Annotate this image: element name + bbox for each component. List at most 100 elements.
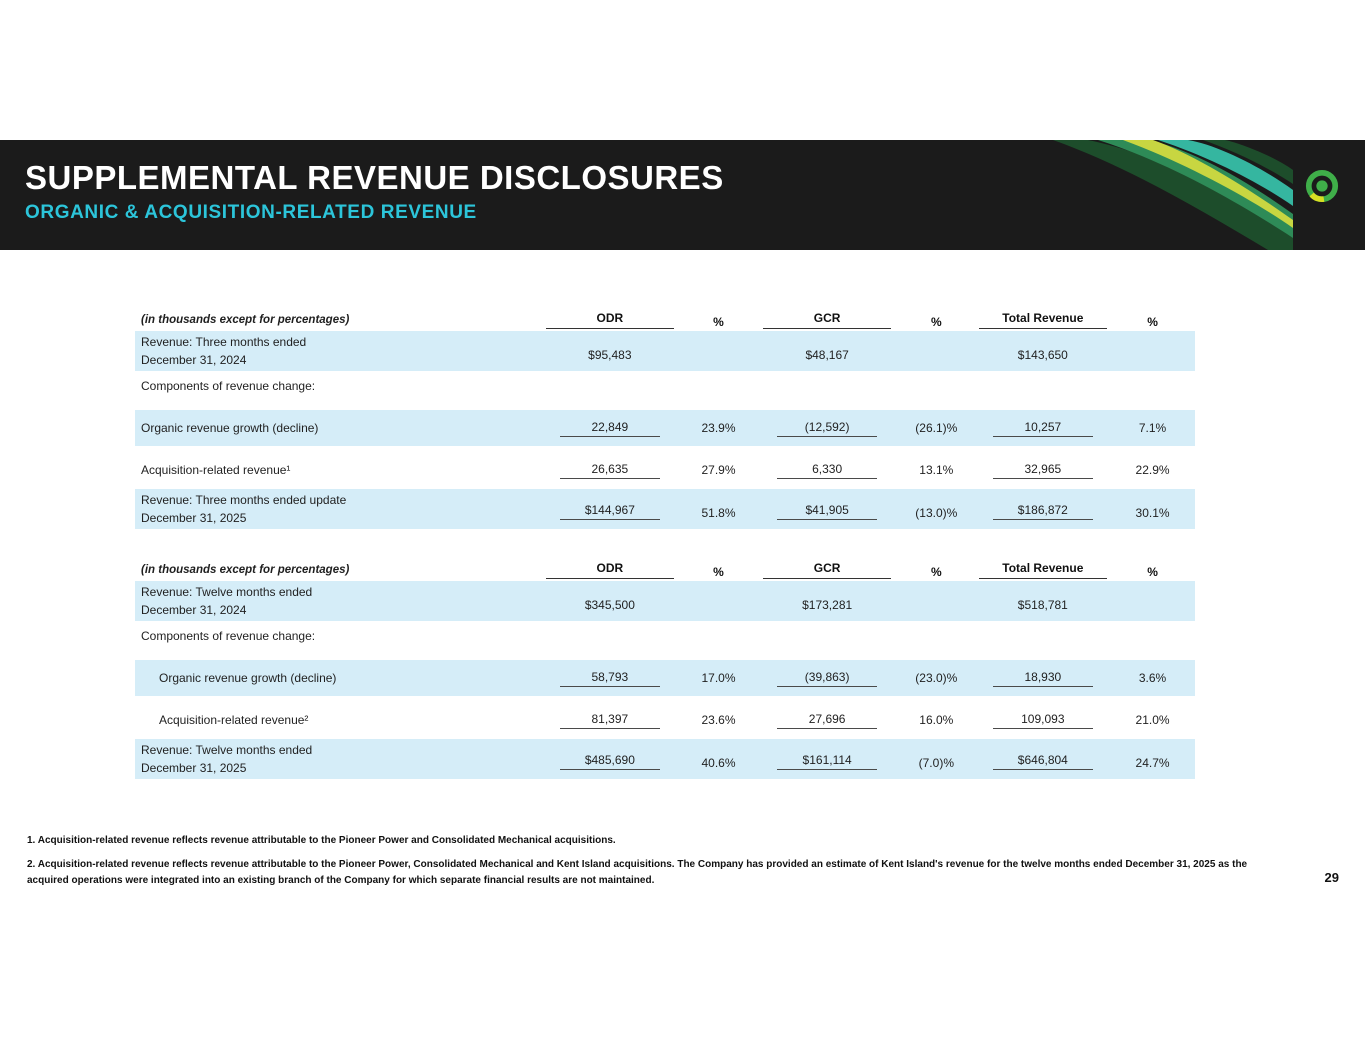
revenue-table-three-months: (in thousands except for percentages) ODR… [135, 305, 1195, 529]
value-text: 7.1% [1138, 421, 1167, 435]
value-cell: 24.7% [1110, 756, 1195, 779]
table-header-row: (in thousands except for percentages) ODR… [135, 305, 1195, 331]
value-text: $95,483 [588, 348, 632, 362]
slide-title: SUPPLEMENTAL REVENUE DISCLOSURES [25, 159, 724, 196]
row-label-cell: Components of revenue change: [135, 627, 540, 645]
row-label-cell: Organic revenue growth (decline) [135, 669, 540, 687]
table-header-row: (in thousands except for percentages) ODR… [135, 555, 1195, 581]
table-row: Revenue: Twelve months ended December 31,… [135, 581, 1195, 621]
row-label: Organic revenue growth (decline) [159, 671, 337, 685]
value-text: $144,967 [559, 503, 660, 520]
value-text: 40.6% [701, 756, 736, 770]
value-text: 6,330 [777, 462, 878, 479]
value-cell: $41,905 [757, 503, 897, 529]
value-text: 21.0% [1135, 713, 1170, 727]
value-text: $161,114 [777, 753, 878, 770]
value-cell: 32,965 [976, 462, 1111, 479]
table-row: Organic revenue growth (decline) 22,849 23… [135, 410, 1195, 446]
value-cell [1110, 612, 1195, 621]
value-text: (23.0)% [915, 671, 958, 685]
column-header-label: ODR [545, 561, 674, 579]
value-text: (26.1)% [915, 421, 958, 435]
table-row: Components of revenue change: [135, 371, 1195, 401]
value-text: 23.9% [701, 421, 736, 435]
row-label: Revenue: Three months ended update [141, 493, 347, 507]
value-cell: $646,804 [976, 753, 1111, 779]
value-cell: 23.6% [680, 713, 757, 727]
value-text: 26,635 [559, 462, 660, 479]
value-cell: (23.0)% [897, 671, 975, 685]
table-caption: (in thousands except for percentages) [141, 563, 350, 576]
company-logo-icon [1305, 169, 1339, 203]
header-text: SUPPLEMENTAL REVENUE DISCLOSURES ORGANIC… [25, 159, 724, 224]
value-text: $48,167 [805, 348, 849, 362]
ribbon-swoosh-graphic [1053, 140, 1293, 250]
column-header: ODR [540, 311, 680, 329]
value-text: $345,500 [584, 598, 635, 612]
value-cell: $144,967 [540, 503, 680, 529]
column-header-label: % [713, 315, 724, 329]
footnote: 1. Acquisition-related revenue reflects … [27, 835, 616, 846]
table-row: Revenue: Twelve months ended December 31,… [135, 739, 1195, 779]
value-text: (12,592) [777, 420, 878, 437]
value-text: 17.0% [701, 671, 736, 685]
value-cell: $518,781 [976, 598, 1111, 621]
column-header: % [897, 565, 975, 579]
value-text: $143,650 [1017, 348, 1068, 362]
row-label-cell: Acquisition-related revenue¹ [135, 461, 540, 479]
value-cell [897, 362, 975, 371]
value-cell: 26,635 [540, 462, 680, 479]
row-label: Acquisition-related revenue¹ [141, 463, 291, 477]
table-caption: (in thousands except for percentages) [141, 313, 350, 326]
row-label-cell: Revenue: Three months ended update Decemb… [135, 491, 540, 527]
column-header: Total Revenue [976, 311, 1111, 329]
value-cell: 27,696 [757, 712, 897, 729]
column-header-label: Total Revenue [978, 311, 1107, 329]
value-cell: 21.0% [1110, 713, 1195, 727]
row-label-cell: Components of revenue change: [135, 377, 540, 395]
row-label: Organic revenue growth (decline) [141, 421, 319, 435]
column-header: % [1110, 565, 1195, 579]
value-text: 22,849 [559, 420, 660, 437]
value-cell: 10,257 [976, 420, 1111, 437]
column-header-label: % [930, 315, 942, 329]
row-label: Components of revenue change: [141, 379, 316, 393]
column-header: ODR [540, 561, 680, 579]
value-text: $173,281 [802, 598, 853, 612]
row-label-cell: Revenue: Twelve months ended December 31,… [135, 741, 540, 777]
value-cell: (26.1)% [897, 421, 975, 435]
value-cell: 7.1% [1110, 421, 1195, 435]
column-header-label: ODR [545, 311, 674, 329]
value-text: 27,696 [777, 712, 878, 729]
value-cell: $186,872 [976, 503, 1111, 529]
value-cell [1110, 362, 1195, 371]
value-text: $485,690 [559, 753, 660, 770]
value-cell: 17.0% [680, 671, 757, 685]
value-cell: (7.0)% [897, 756, 975, 779]
value-cell: 16.0% [897, 713, 975, 727]
value-cell: $143,650 [976, 348, 1111, 371]
value-cell: $161,114 [757, 753, 897, 779]
value-cell [897, 612, 975, 621]
value-cell: (39,863) [757, 670, 897, 687]
value-cell: 51.8% [680, 506, 757, 529]
column-header: % [1110, 315, 1195, 329]
value-cell: $173,281 [757, 598, 897, 621]
footnotes: 1. Acquisition-related revenue reflects … [27, 833, 1289, 897]
value-cell: 22.9% [1110, 463, 1195, 477]
column-header: % [897, 315, 975, 329]
value-text: $41,905 [777, 503, 878, 520]
table-row: Acquisition-related revenue¹ 26,635 27.9% 6… [135, 455, 1195, 485]
value-cell: (13.0)% [897, 506, 975, 529]
value-text: 10,257 [992, 420, 1093, 437]
value-text: 16.0% [919, 713, 954, 727]
tables-region: (in thousands except for percentages) ODR… [135, 305, 1195, 779]
value-text: 23.6% [701, 713, 736, 727]
table-row: Revenue: Three months ended update Decemb… [135, 489, 1195, 529]
value-text: 13.1% [919, 463, 954, 477]
table-row: Components of revenue change: [135, 621, 1195, 651]
header-bar: SUPPLEMENTAL REVENUE DISCLOSURES ORGANIC… [0, 140, 1365, 250]
value-cell: 81,397 [540, 712, 680, 729]
value-text: (39,863) [777, 670, 878, 687]
